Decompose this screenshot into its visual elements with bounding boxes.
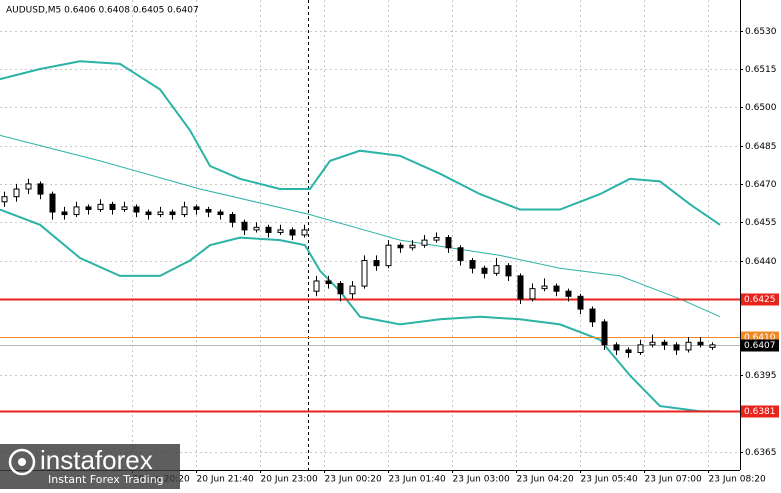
chart-title: AUDUSD,M5 0.6406 0.6408 0.6405 0.6407 — [6, 6, 199, 16]
y-tick-label: 0.6470 — [745, 180, 777, 190]
candle-body — [361, 260, 368, 287]
candle-body — [385, 244, 392, 267]
candle-body — [433, 237, 440, 241]
candle-body — [13, 188, 20, 198]
y-tick-label: 0.6395 — [745, 371, 777, 381]
candle-body — [421, 239, 428, 246]
level-label-box — [741, 405, 779, 418]
candle-body — [457, 247, 464, 262]
candle-body — [193, 206, 200, 210]
candle-body — [265, 226, 272, 233]
indicator-line — [0, 60, 721, 226]
candle-body — [373, 260, 380, 267]
candle-body — [97, 203, 104, 210]
candle-body — [505, 265, 512, 277]
y-tick-label: 0.6365 — [745, 448, 777, 458]
y-tick-label: 0.6515 — [745, 65, 777, 75]
y-tick-label: 0.6530 — [745, 27, 777, 37]
candle-body — [181, 206, 188, 216]
level-label: 0.6381 — [744, 407, 776, 417]
y-tick-label: 0.6440 — [745, 257, 777, 267]
candle-body — [529, 288, 536, 300]
candle-body — [637, 344, 644, 353]
candle-body — [241, 221, 248, 231]
level-label: 0.6425 — [744, 295, 776, 305]
candle-body — [409, 244, 416, 249]
candle-body — [541, 285, 548, 290]
candle-body — [709, 344, 716, 348]
candle-body — [661, 341, 668, 346]
candle-body — [673, 344, 680, 351]
candle-body — [517, 275, 524, 300]
logo-icon-dot — [18, 458, 26, 466]
candle-body — [25, 183, 32, 190]
candle-body — [481, 267, 488, 274]
candle-body — [697, 341, 704, 346]
candle-body — [289, 229, 296, 236]
candle-body — [589, 308, 596, 323]
level-label: 0.6410 — [744, 333, 776, 343]
level-label-box — [741, 339, 779, 352]
y-tick-label: 0.6455 — [745, 218, 777, 228]
level-label-box — [741, 293, 779, 306]
candle-body — [73, 206, 80, 216]
candle-body — [349, 285, 356, 295]
candle-body — [301, 229, 308, 236]
x-tick-label: 23 Jun 00:20 — [325, 475, 382, 485]
candle-body — [649, 341, 656, 346]
y-tick-label: 0.6485 — [745, 142, 777, 152]
candle-body — [37, 183, 44, 195]
candle-body — [133, 206, 140, 213]
x-tick-label: 23 Jun 01:40 — [389, 475, 446, 485]
candle-body — [109, 203, 116, 210]
level-label: 0.6407 — [744, 341, 776, 351]
candle-body — [493, 265, 500, 274]
candle-body — [1, 196, 8, 203]
candle-body — [337, 283, 344, 295]
candle-body — [277, 229, 284, 233]
candle-body — [85, 206, 92, 210]
candle-body — [565, 290, 572, 297]
candle-body — [577, 295, 584, 310]
logo-name: instaforex — [40, 445, 153, 475]
marks — [0, 60, 740, 413]
x-tick-label: 23 Jun 07:00 — [645, 475, 702, 485]
candle-body — [121, 206, 128, 210]
logo: instaforex Instant Forex Trading — [0, 444, 180, 489]
y-tick-label: 0.6500 — [745, 103, 777, 113]
candle-body — [61, 211, 68, 216]
candle-body — [553, 285, 560, 292]
candle-body — [229, 214, 236, 223]
logo-icon — [8, 448, 36, 476]
candle-body — [601, 321, 608, 346]
candle-body — [49, 193, 56, 213]
candle-body — [217, 211, 224, 216]
x-tick-label: 20 Jun 21:40 — [197, 475, 254, 485]
candle-body — [613, 344, 620, 351]
candle-body — [325, 280, 332, 285]
x-tick-label: 23 Jun 04:20 — [517, 475, 574, 485]
x-tick-label: 20 Jun 23:00 — [261, 475, 318, 485]
candle-body — [253, 226, 260, 231]
candle-body — [157, 211, 164, 216]
candle-body — [397, 244, 404, 249]
candle-body — [205, 208, 212, 213]
candle-body — [169, 211, 176, 216]
candle-body — [313, 280, 320, 292]
x-tick-label: 23 Jun 05:40 — [581, 475, 638, 485]
candle-body — [145, 211, 152, 216]
x-tick-label: 23 Jun 08:20 — [709, 475, 766, 485]
logo-tagline: Instant Forex Trading — [48, 473, 164, 486]
candle-body — [445, 237, 452, 249]
candle-body — [469, 260, 476, 269]
grid — [0, 0, 740, 470]
candle-body — [625, 349, 632, 353]
candle-body — [685, 341, 692, 351]
x-tick-label: 23 Jun 03:00 — [453, 475, 510, 485]
